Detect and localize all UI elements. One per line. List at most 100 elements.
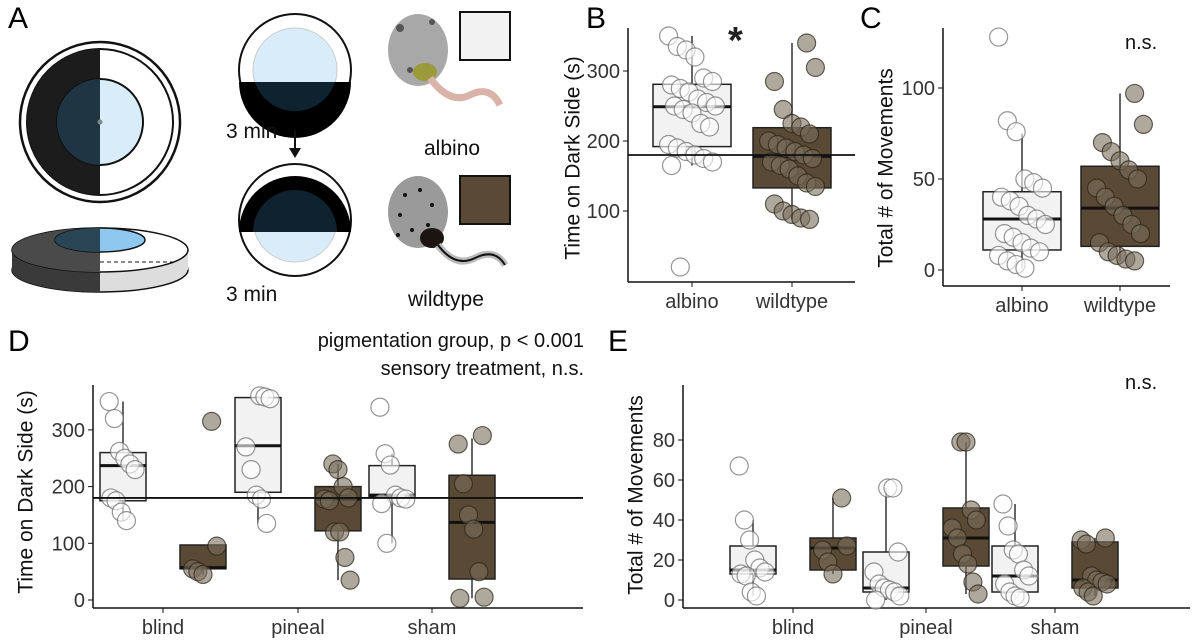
b-y-axis-title: Time on Dark Side (s) [561, 56, 585, 260]
data-point [450, 588, 470, 608]
d-y-axis-title: Time on Dark Side (s) [14, 390, 38, 594]
data-point [746, 586, 767, 606]
panel-label-b: B [586, 2, 607, 35]
data-point [1029, 242, 1050, 262]
data-point [1125, 83, 1145, 104]
arena-phase-1 [238, 13, 352, 138]
data-point [764, 71, 785, 92]
data-point [966, 510, 986, 530]
data-point [729, 456, 749, 476]
box-blind-albino [99, 391, 147, 531]
panel-label-e: E [608, 325, 629, 358]
panel-label-a: A [8, 2, 29, 35]
data-point [661, 155, 682, 176]
data-point [377, 533, 397, 553]
phase-1-duration: 3 min [226, 120, 278, 143]
data-point [207, 536, 227, 556]
box-blind-wildtype [179, 411, 227, 585]
data-point [1133, 114, 1154, 135]
x-tick-label-blind: blind [772, 617, 814, 639]
data-point [202, 411, 222, 431]
data-point [797, 33, 817, 53]
arena-side-view [11, 227, 189, 293]
arena-phase-2 [238, 163, 352, 277]
e-y-axis-title: Total # of Movements [624, 395, 648, 595]
y-tick-label: 40 [653, 510, 675, 532]
data-point [448, 434, 468, 454]
data-point [1006, 122, 1026, 142]
data-point [958, 554, 978, 574]
d-annotation-sensory: sensory treatment, n.s. [380, 358, 584, 380]
data-point [773, 99, 793, 120]
panel-c-plot: 0 50 100 albino wildtype [902, 27, 1170, 317]
data-point [1019, 566, 1039, 586]
data-point [257, 513, 277, 534]
data-point [799, 124, 820, 144]
data-point [193, 564, 213, 585]
y-tick-label: 300 [587, 61, 620, 83]
data-point [968, 584, 988, 604]
data-point [472, 425, 492, 446]
e-annotation: n.s. [1125, 372, 1158, 394]
x-tick-label-wildtype: wildtype [755, 291, 828, 313]
data-point [702, 71, 723, 92]
data-point [805, 57, 826, 78]
data-point [734, 510, 754, 530]
data-point [802, 148, 823, 169]
y-tick-label: 200 [587, 131, 620, 153]
y-tick-label: 0 [664, 590, 675, 612]
data-point [823, 564, 843, 584]
box-wildtype-wildtype [1080, 83, 1160, 271]
data-point [739, 530, 760, 550]
data-point [125, 459, 145, 480]
box-pineal-albino [234, 386, 282, 534]
data-point [396, 489, 416, 509]
albino-swatch [459, 11, 511, 61]
y-tick-label: 0 [74, 590, 85, 612]
data-point [799, 209, 820, 229]
wildtype-tadpole-icon [388, 176, 509, 267]
x-tick-label-pineal: pineal [271, 617, 324, 639]
y-tick-label: 100 [902, 78, 935, 100]
data-point [702, 152, 723, 172]
y-tick-label: 20 [653, 550, 675, 572]
data-point [380, 455, 400, 475]
data-point [236, 437, 256, 457]
data-point [685, 47, 705, 67]
albino-label: albino [424, 137, 481, 160]
data-point [670, 257, 690, 277]
data-point [1097, 574, 1117, 594]
data-point [1032, 178, 1053, 198]
box-sham-wildtype [448, 425, 496, 608]
data-point [474, 587, 494, 607]
data-point [251, 489, 272, 509]
y-tick-label: 0 [924, 260, 935, 282]
box-pineal-wildtype [314, 454, 362, 590]
wildtype-label: wildtype [408, 288, 484, 311]
data-point [837, 536, 857, 556]
panel-label-c: C [860, 2, 882, 35]
box-albino-albino [652, 26, 732, 277]
data-point [890, 586, 910, 606]
d-annotation-pigmentation: pigmentation group, p < 0.001 [317, 330, 584, 352]
data-point [104, 408, 124, 429]
b-significance-marker: * [728, 20, 743, 62]
data-point [866, 590, 886, 610]
data-point [319, 491, 339, 511]
data-point [888, 542, 908, 562]
arena-top-view [18, 40, 182, 204]
data-point [805, 176, 826, 197]
data-point [699, 117, 720, 137]
panel-d-plot: 0 100 200 300 blind pineal sham [52, 385, 583, 639]
panel-e-plot: 0 20 40 60 80 blind pineal sham [653, 385, 1190, 639]
x-tick-label-albino: albino [995, 295, 1048, 317]
y-tick-label: 200 [52, 477, 85, 499]
data-point [335, 547, 355, 568]
data-point [328, 459, 348, 480]
data-point [372, 494, 392, 514]
y-tick-label: 60 [653, 470, 675, 492]
data-point [1015, 258, 1035, 278]
data-point [1010, 588, 1030, 608]
box-sham-albino [991, 494, 1039, 608]
